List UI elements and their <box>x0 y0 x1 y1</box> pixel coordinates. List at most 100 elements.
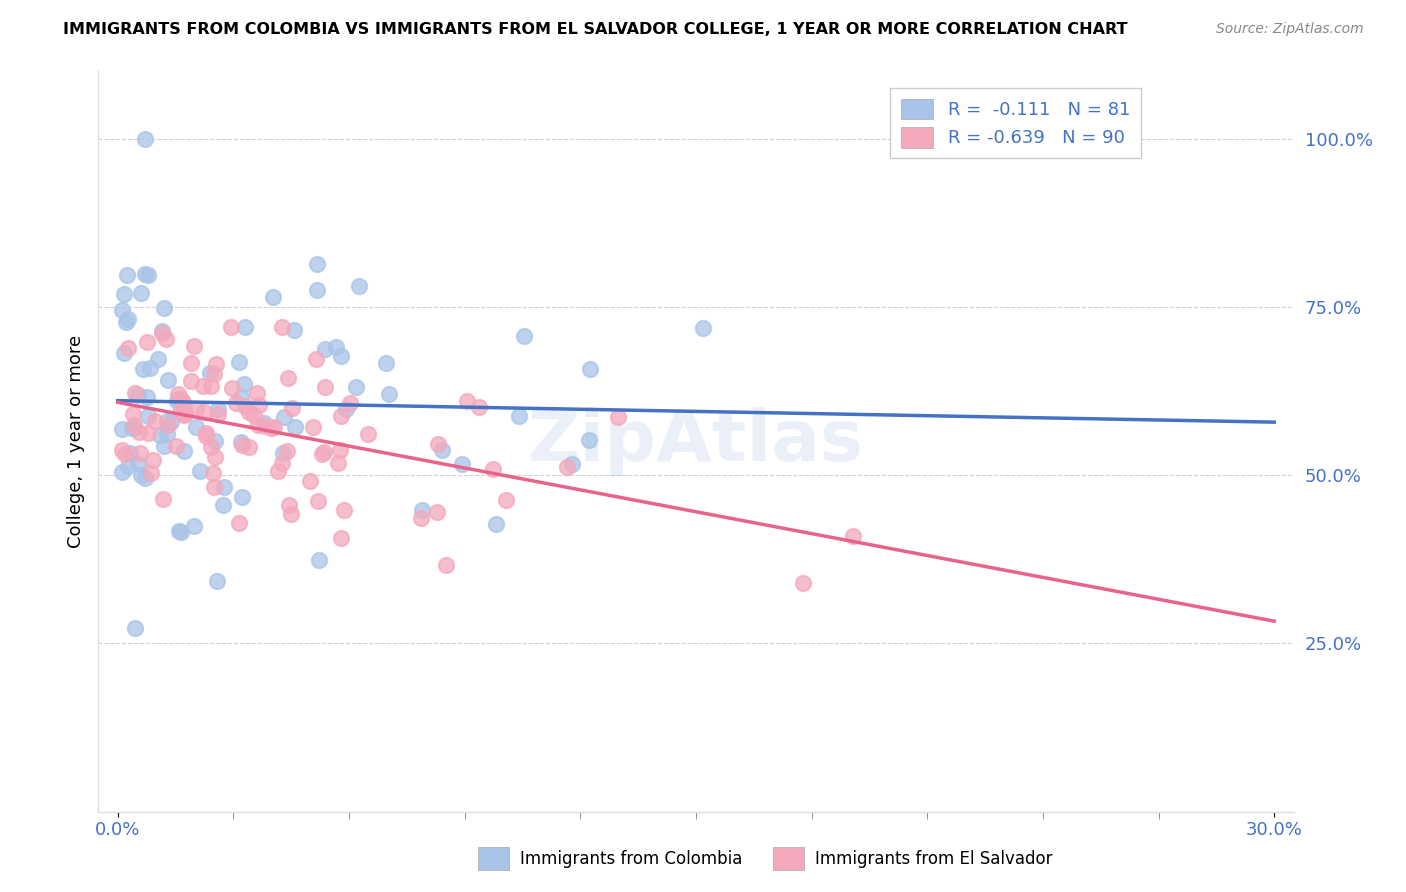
Point <box>117 341 139 355</box>
Point <box>136 425 159 440</box>
Point <box>357 426 380 441</box>
Point <box>333 502 356 516</box>
Point <box>156 426 179 441</box>
Point <box>430 442 453 457</box>
Point <box>112 286 135 301</box>
Point <box>120 446 142 460</box>
Point <box>246 417 269 432</box>
Point <box>193 405 215 419</box>
Point <box>312 445 335 459</box>
Point <box>127 457 149 471</box>
Point <box>329 349 352 363</box>
Point <box>347 279 370 293</box>
Point <box>298 475 321 489</box>
Point <box>194 429 217 443</box>
Point <box>207 402 229 417</box>
Point <box>121 421 143 435</box>
Point <box>329 443 352 458</box>
Point <box>129 446 152 460</box>
Point <box>214 480 236 494</box>
Point <box>411 502 433 516</box>
Point <box>212 498 235 512</box>
Point <box>174 407 197 421</box>
Point <box>115 268 138 283</box>
Point <box>134 131 156 145</box>
Point <box>557 459 579 474</box>
Point <box>124 417 146 432</box>
Point <box>339 395 361 409</box>
Point <box>146 351 169 366</box>
Point <box>335 401 357 416</box>
Point <box>508 409 530 424</box>
Point <box>184 420 207 434</box>
Point <box>129 286 152 301</box>
Point <box>426 505 449 519</box>
Point <box>301 420 323 434</box>
Point <box>149 428 172 442</box>
Point <box>263 420 285 434</box>
Point <box>277 371 299 385</box>
Point <box>188 464 211 478</box>
Point <box>344 380 367 394</box>
Point <box>169 392 191 407</box>
Point <box>117 312 139 326</box>
Point <box>842 529 865 543</box>
Point <box>112 346 135 360</box>
Point <box>305 351 328 366</box>
Point <box>110 302 132 317</box>
Point <box>114 315 136 329</box>
Point <box>170 525 193 540</box>
Point <box>205 357 228 371</box>
Point <box>135 335 157 350</box>
Point <box>228 355 250 369</box>
Point <box>157 373 180 387</box>
Point <box>273 409 295 424</box>
Point <box>495 493 517 508</box>
Point <box>121 408 143 422</box>
Text: Immigrants from El Salvador: Immigrants from El Salvador <box>815 849 1053 868</box>
Point <box>308 552 330 566</box>
Point <box>183 518 205 533</box>
Point <box>172 395 194 409</box>
Point <box>231 490 253 504</box>
Point <box>311 447 333 461</box>
Point <box>136 390 159 404</box>
Point <box>173 408 195 422</box>
Point <box>179 374 201 388</box>
Point <box>153 301 176 315</box>
Point <box>238 404 260 418</box>
Point <box>191 379 214 393</box>
Point <box>247 399 270 413</box>
Point <box>692 320 714 334</box>
Point <box>561 457 583 471</box>
Point <box>284 419 307 434</box>
Point <box>270 320 292 334</box>
Point <box>468 401 491 415</box>
Point <box>180 356 202 370</box>
Point <box>578 433 600 447</box>
Point <box>165 439 187 453</box>
Point <box>260 421 283 435</box>
Point <box>124 621 146 635</box>
Point <box>276 443 298 458</box>
Point <box>207 407 229 421</box>
Point <box>205 574 228 588</box>
Point <box>482 461 505 475</box>
Point <box>173 402 195 417</box>
Point <box>246 386 269 401</box>
Point <box>200 379 222 393</box>
Point <box>267 464 290 478</box>
Legend: R =  -0.111   N = 81, R = -0.639   N = 90: R = -0.111 N = 81, R = -0.639 N = 90 <box>890 87 1142 159</box>
Point <box>155 332 177 346</box>
Point <box>117 458 139 473</box>
Point <box>330 409 353 423</box>
Point <box>134 267 156 281</box>
Point <box>229 390 252 404</box>
Text: ZipAtlas: ZipAtlas <box>529 407 863 476</box>
Point <box>513 329 536 343</box>
Point <box>124 386 146 401</box>
Point <box>150 325 173 339</box>
Point <box>280 507 302 521</box>
Point <box>271 456 294 470</box>
Point <box>152 491 174 506</box>
